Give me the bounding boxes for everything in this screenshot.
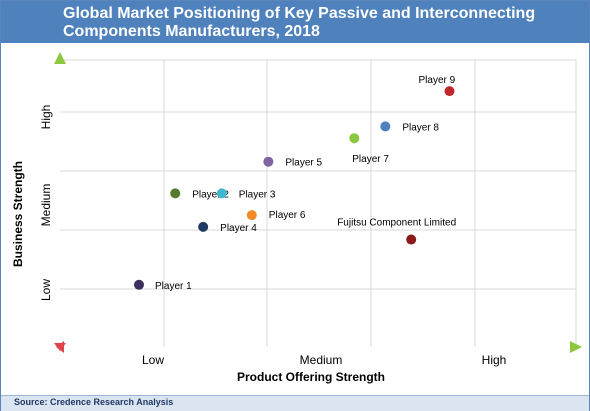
- axis-layer: [54, 52, 582, 353]
- data-point-label: Fujitsu Component Limited: [337, 218, 456, 229]
- point-layer: Player 1 Player 2 Player 3 Player 4 Player 5…: [133, 75, 456, 292]
- y-tick-label: Medium: [39, 184, 53, 227]
- data-point-label: Player 3: [239, 189, 276, 200]
- y-axis-title: Business Strength: [11, 161, 25, 267]
- y-tick-label: Low: [39, 279, 53, 301]
- data-point-label: Player 4: [220, 223, 257, 234]
- y-tick-label: High: [39, 105, 53, 130]
- title-bar: Global Market Positioning of Key Passive…: [1, 1, 589, 43]
- data-point: [380, 121, 391, 132]
- data-point: [406, 234, 417, 245]
- x-tick-label: Medium: [300, 353, 343, 367]
- y-axis-bottom-arrowhead: [54, 343, 66, 351]
- data-point: [216, 188, 227, 199]
- x-tick-label: Low: [142, 353, 164, 367]
- data-point: [133, 279, 144, 290]
- x-axis-title: Product Offering Strength: [237, 370, 385, 384]
- data-point-label: Player 7: [352, 154, 389, 165]
- chart-title: Global Market Positioning of Key Passive…: [63, 5, 536, 40]
- data-point: [170, 188, 181, 199]
- source-bar: Source: Credence Research Analysis: [1, 395, 589, 411]
- x-axis-arrowhead: [570, 341, 582, 353]
- data-point-label: Player 8: [402, 122, 439, 133]
- source-note: Source: Credence Research Analysis: [14, 397, 174, 407]
- data-point-label: Player 9: [418, 75, 455, 86]
- data-point: [246, 210, 257, 221]
- data-point-label: Player 5: [285, 158, 322, 169]
- data-point: [444, 86, 455, 97]
- data-point: [198, 221, 209, 232]
- data-point-label: Player 6: [269, 210, 306, 221]
- data-point: [263, 156, 274, 167]
- axis-label-layer: Product Offering Strength Business Stren…: [11, 105, 506, 384]
- grid-layer: [60, 59, 577, 347]
- y-axis-arrowhead: [54, 52, 66, 64]
- data-point: [349, 133, 360, 144]
- data-point-label: Player 2: [192, 189, 229, 200]
- x-tick-label: High: [482, 353, 507, 367]
- data-point-label: Player 1: [155, 281, 192, 292]
